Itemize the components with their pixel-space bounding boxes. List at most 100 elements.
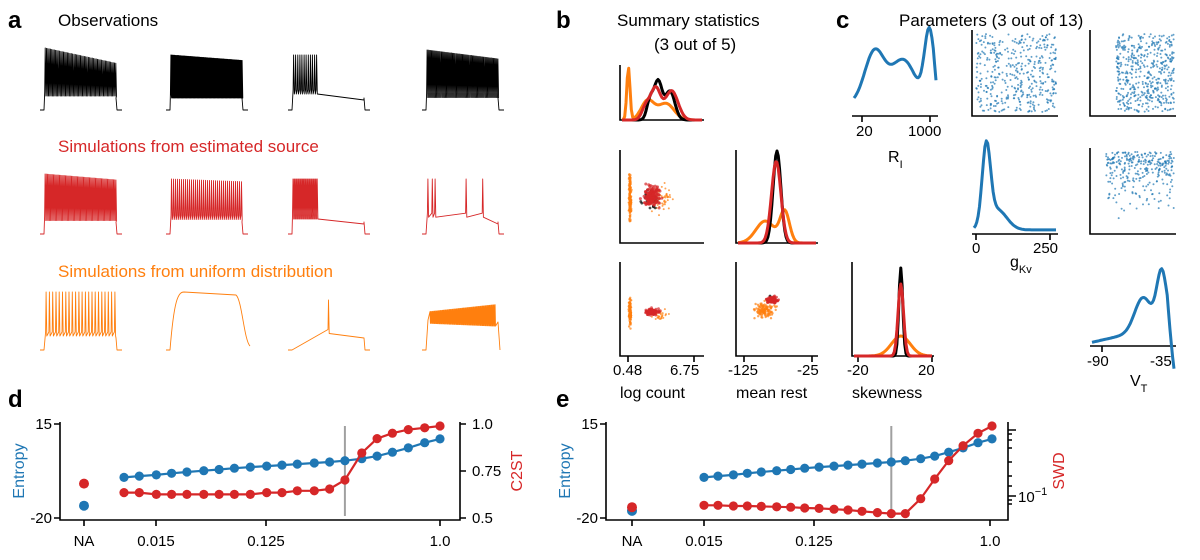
e-marks-swd-point [742,501,752,511]
c-scatter-r1-vt-point [1167,74,1170,77]
c-scatter-r1-gkv-point [1016,71,1019,74]
trace-row1-col1 [40,47,122,111]
c-scatter-gkv-vt-point [1127,172,1130,175]
c-scatter-gkv-vt-point [1121,151,1124,154]
c-scatter-gkv-vt-point [1146,197,1149,200]
c-scatter-r1-gkv-point [989,34,992,37]
b-scatter1-uniform-spread-point [663,199,666,202]
c-scatter-r1-gkv-point [979,72,982,75]
e-marks-swd-na-point [627,502,637,513]
b-scatter1-uniform-point [629,173,632,177]
d-xtick-0125: 0.125 [247,533,285,550]
c-scatter-r1-vt-point [1127,50,1130,53]
tick-logcount-min: 0.48 [613,362,642,379]
d-marks-c2st-point [325,484,335,494]
c-scatter-r1-gkv-point [1018,107,1021,110]
b-scatter1-estimated-point [651,202,655,206]
b-scatter2-estimated-point [657,307,660,310]
c-scatter-r1-vt-point [1137,86,1140,89]
c-scatter-gkv-vt-point [1165,167,1168,170]
c-scatter-r1-vt-point [1159,71,1162,73]
b-scatter2-uniform-spread-point [657,316,660,319]
c-scatter-gkv-vt-point [1132,186,1135,188]
b-scatter1-uniform-point [627,176,631,179]
c-scatter-gkv-vt-point [1107,156,1109,159]
d-marks-entropy-point [134,471,144,481]
c-scatter-r1-vt-point [1127,100,1130,102]
c-scatter-r1-vt-point [1158,38,1161,41]
c-scatter-r1-gkv-point [1000,100,1003,103]
e-marks-swd-point [958,441,968,451]
parameters-pairplot: 20 1000 0 250 -90 -35 RI gKv VT [852,25,1176,395]
b-meanrest-estimated-density [737,160,817,245]
c-scatter-r1-gkv-point [1049,92,1052,95]
c-scatter-r1-vt-point [1139,37,1142,40]
label-vt: VT [1130,373,1148,395]
c-scatter-r1-gkv-point [993,44,996,47]
c-scatter-r1-vt-point [1169,58,1172,61]
c-scatter-r1-vt-point [1118,44,1121,47]
c-scatter-r1-vt-point [1170,34,1173,37]
c-scatter-r1-gkv-point [996,60,999,62]
c-scatter-r1-gkv-point [1014,50,1017,53]
c-scatter-r1-vt-point [1158,95,1161,98]
b-scatter1-estimated-point [657,188,661,192]
c-scatter-r1-vt-point [1149,33,1152,36]
c-scatter-gkv-vt-point [1123,181,1126,184]
c-scatter-r1-vt-point [1128,98,1131,101]
d-xtick-na: NA [74,533,95,550]
c-scatter-gkv-vt-point [1142,203,1144,206]
c-scatter-r1-gkv-point [984,37,987,40]
c-scatter-r1-gkv-point [977,38,980,41]
c-scatter-r1-vt-point [1169,54,1171,57]
c-scatter-r1-gkv-point [985,77,988,80]
c-scatter-gkv-vt-point [1157,168,1160,171]
c-scatter-gkv-vt-point [1128,180,1131,183]
c-scatter-r1-vt-point [1126,81,1129,84]
b-scatter2-uniform-point [628,309,632,313]
c-scatter-r1-vt-point [1146,71,1149,74]
c-scatter-r1-vt-point [1143,110,1146,113]
c-scatter-r1-vt-point [1147,110,1150,112]
c-scatter-gkv-vt-point [1141,176,1144,178]
c-scatter-r1-gkv-point [1007,50,1009,53]
d-marks-c2st-point [372,434,382,444]
c-scatter-gkv-vt-point [1124,155,1126,158]
c-scatter-r1-gkv-point [1011,64,1014,67]
c-scatter-r1-gkv-point [986,86,989,89]
c-scatter-gkv-vt-point [1163,166,1166,169]
c-scatter-gkv-vt-point [1145,199,1148,202]
c-scatter-r1-vt-point [1133,88,1136,91]
c-scatter-r1-gkv-point [981,50,984,53]
c-scatter-r1-gkv-point [977,91,980,94]
c-scatter-r1-gkv-point [1018,72,1021,75]
c-scatter-r1-vt-point [1134,100,1137,102]
c-scatter-r1-gkv-point [1041,35,1044,37]
d-xtick-0015: 0.015 [137,533,175,550]
d-marks-c2st-point [134,488,144,498]
e-marks-swd-point [973,428,983,438]
c-scatter-r1-gkv-point [1004,48,1007,51]
d-marks-c2st-na-point [79,478,89,489]
b-scatter3-uniform-point [770,305,773,308]
c-scatter-gkv-vt-point [1125,158,1128,161]
c-scatter-gkv-vt-point [1113,169,1116,172]
b-scatter3-uniform-point [767,310,770,313]
tick-v-min: -90 [1087,353,1109,370]
c-scatter-r1-gkv-point [1011,73,1014,76]
c-scatter-r1-vt-point [1130,73,1133,75]
e-marks-entropy-point [857,459,867,469]
c-scatter-r1-vt-point [1162,61,1165,63]
c-scatter-r1-vt-point [1172,80,1175,82]
c-scatter-r1-gkv-point [1003,108,1006,111]
c-scatter-gkv-vt-point [1143,175,1146,177]
c-scatter-r1-vt-point [1139,99,1142,102]
b-scatter3-uniform-point [753,308,756,311]
c-scatter-r1-gkv-point [1027,71,1029,74]
c-scatter-r1-vt-point [1160,35,1163,38]
c-scatter-r1-gkv-point [998,41,1001,44]
c-scatter-r1-gkv-point [1029,95,1032,98]
c-scatter-r1-gkv-point [1031,87,1034,90]
b-scatter3-uniform-point [754,302,757,306]
